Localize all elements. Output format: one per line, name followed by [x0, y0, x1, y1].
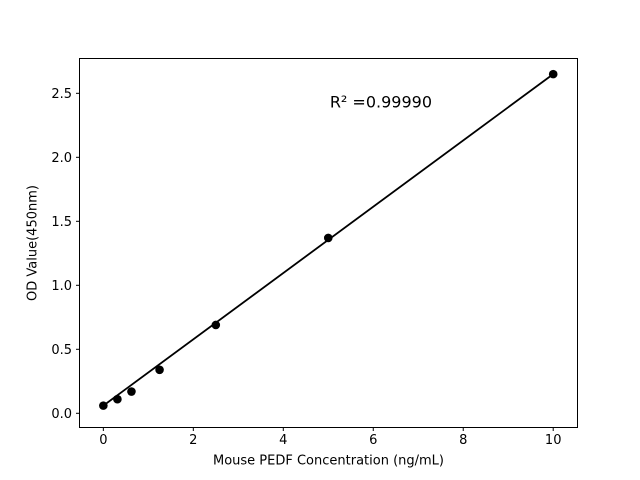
axes-frame	[79, 58, 578, 428]
x-tick-label: 4	[279, 433, 287, 448]
y-tick-label: 2.5	[51, 87, 72, 102]
y-tick-label: 0.0	[51, 407, 72, 422]
data-point	[127, 387, 136, 396]
y-tick-label: 1.5	[51, 215, 72, 230]
data-point	[323, 233, 333, 243]
x-tick-label: 2	[189, 433, 197, 448]
data-point	[211, 320, 221, 330]
y-tick-label: 2.0	[51, 151, 72, 166]
x-tick-label: 6	[369, 433, 377, 448]
y-axis-label: OD Value(450nm)	[26, 185, 41, 301]
y-tick-label: 0.5	[51, 343, 72, 358]
data-point	[155, 365, 164, 375]
data-point	[548, 69, 558, 79]
x-axis-label: Mouse PEDF Concentration (ng/mL)	[213, 454, 444, 469]
data-point	[113, 394, 122, 404]
x-tick-label: 10	[545, 433, 562, 448]
data-point	[99, 401, 108, 410]
y-tick-label: 1.0	[51, 279, 72, 294]
x-tick-label: 0	[99, 433, 107, 448]
r-squared-annotation: R² =0.99990	[330, 92, 432, 111]
x-tick-label: 8	[459, 433, 467, 448]
